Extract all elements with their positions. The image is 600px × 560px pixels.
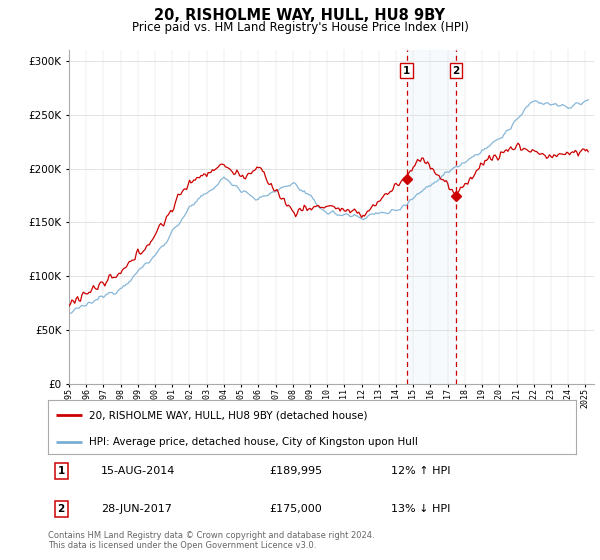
Text: 2: 2 [452, 66, 460, 76]
Text: 13% ↓ HPI: 13% ↓ HPI [391, 504, 451, 514]
Text: 20, RISHOLME WAY, HULL, HU8 9BY (detached house): 20, RISHOLME WAY, HULL, HU8 9BY (detache… [89, 410, 368, 421]
Text: 1: 1 [58, 466, 65, 477]
Text: 12% ↑ HPI: 12% ↑ HPI [391, 466, 451, 477]
Text: 28-JUN-2017: 28-JUN-2017 [101, 504, 172, 514]
Text: 2: 2 [58, 504, 65, 514]
Text: HPI: Average price, detached house, City of Kingston upon Hull: HPI: Average price, detached house, City… [89, 437, 418, 447]
Bar [407, 50, 456, 384]
Text: 15-AUG-2014: 15-AUG-2014 [101, 466, 175, 477]
Text: 20, RISHOLME WAY, HULL, HU8 9BY: 20, RISHOLME WAY, HULL, HU8 9BY [155, 8, 445, 24]
Text: Contains HM Land Registry data © Crown copyright and database right 2024.
This d: Contains HM Land Registry data © Crown c… [48, 531, 374, 550]
Text: £189,995: £189,995 [270, 466, 323, 477]
Text: £175,000: £175,000 [270, 504, 323, 514]
Text: Price paid vs. HM Land Registry's House Price Index (HPI): Price paid vs. HM Land Registry's House … [131, 21, 469, 34]
Text: 1: 1 [403, 66, 410, 76]
